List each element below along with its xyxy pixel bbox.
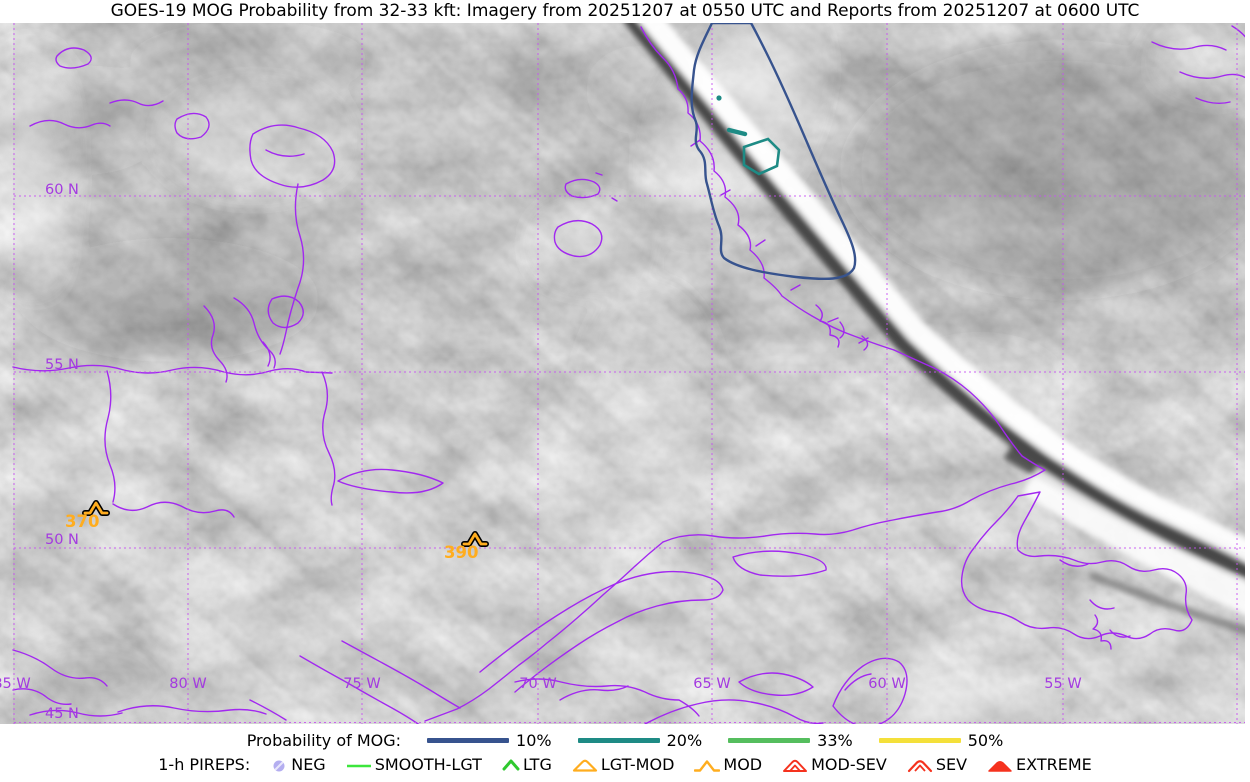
- legend-label-neg: NEG: [291, 755, 326, 774]
- sev-icon: [907, 759, 932, 772]
- satellite-map: 60 N 55 N 50 N 45 N 85 W 80 W 75 W 70 W 65 W 60 W…: [0, 23, 1245, 724]
- legend-label-lgt-mod: LGT-MOD: [600, 755, 675, 774]
- longitude-label: 85 W: [0, 676, 31, 692]
- legend-item-mog-20: 20%: [552, 731, 703, 750]
- contour-10pct-swatch: [427, 738, 510, 743]
- page-title: GOES-19 MOG Probability from 32-33 kft: …: [110, 1, 1140, 21]
- latitude-label: 60 N: [45, 182, 79, 198]
- mog-legend-row: Probability of MOG: 10% 20% 33% 50%: [0, 729, 1250, 752]
- legend-item-lgt-mod: LGT-MOD: [552, 755, 675, 774]
- longitude-label: 60 W: [868, 676, 905, 692]
- contour-33pct-swatch: [728, 738, 811, 743]
- pirep-mod-symbol: [462, 532, 488, 546]
- contour-10pct: [690, 23, 857, 281]
- smooth-lgt-icon: [346, 764, 371, 767]
- legend-label-mod: MOD: [723, 755, 763, 774]
- contour-50pct-swatch: [878, 738, 961, 743]
- pirep-flight-level-label: 390: [444, 543, 478, 562]
- satellite-imagery: [0, 23, 1245, 724]
- legend-item-neg: NEG: [250, 755, 326, 774]
- contour-20pct-fragment: [726, 127, 748, 137]
- longitude-label: 80 W: [169, 676, 206, 692]
- legend-item-mog-50: 50%: [853, 731, 1004, 750]
- legend-label-10pct: 10%: [516, 731, 552, 750]
- lgt-mod-icon: [572, 759, 597, 772]
- cloud-band: [624, 23, 1245, 635]
- latitude-label: 45 N: [45, 706, 79, 722]
- pirep-mod-symbol: [83, 501, 109, 515]
- longitude-label: 55 W: [1044, 676, 1081, 692]
- mod-icon: [694, 759, 721, 772]
- ltg-icon: [502, 759, 520, 770]
- contour-20pct-dot: [716, 95, 722, 101]
- mod-sev-icon: [783, 759, 808, 772]
- legend-label-smooth-lgt: SMOOTH-LGT: [374, 755, 482, 774]
- legend-label-50pct: 50%: [967, 731, 1004, 750]
- legend-label-ltg: LTG: [522, 755, 552, 774]
- pirep-legend-row: 1-h PIREPS: NEG SMOOTH-LGT LTG LGT-M: [0, 753, 1250, 776]
- legend-item-ltg: LTG: [482, 755, 552, 774]
- legend: Probability of MOG: 10% 20% 33% 50% 1-h …: [0, 724, 1250, 782]
- mog-legend-title: Probability of MOG:: [246, 731, 402, 750]
- contour-20pct-swatch: [577, 738, 660, 743]
- legend-item-sev: SEV: [887, 755, 967, 774]
- neg-icon: [273, 760, 285, 771]
- coastlines-layer: [12, 25, 1245, 724]
- legend-label-extreme: EXTREME: [1016, 755, 1092, 774]
- legend-label-mod-sev: MOD-SEV: [811, 755, 887, 774]
- legend-item-mod: MOD: [674, 755, 762, 774]
- legend-label-33pct: 33%: [817, 731, 853, 750]
- contours-layer: [690, 23, 857, 281]
- contour-20pct: [742, 137, 781, 176]
- longitude-label: 65 W: [693, 676, 730, 692]
- extreme-icon: [988, 760, 1012, 772]
- latitude-label: 55 N: [45, 357, 79, 373]
- legend-item-smooth-lgt: SMOOTH-LGT: [326, 755, 482, 774]
- legend-item-mog-10: 10%: [401, 731, 552, 750]
- longitude-label: 70 W: [519, 676, 556, 692]
- pirep-markers-layer: 370 390: [65, 500, 489, 562]
- legend-item-mog-33: 33%: [702, 731, 853, 750]
- legend-label-20pct: 20%: [666, 731, 703, 750]
- latitude-label: 50 N: [45, 532, 79, 548]
- pirep-legend-title: 1-h PIREPS:: [158, 755, 251, 774]
- legend-item-mod-sev: MOD-SEV: [762, 755, 887, 774]
- pirep-flight-level-label: 370: [65, 512, 99, 531]
- graticule-layer: [13, 23, 1245, 724]
- legend-label-sev: SEV: [935, 755, 968, 774]
- graticule-labels: 60 N 55 N 50 N 45 N 85 W 80 W 75 W 70 W 65 W 60 W…: [0, 182, 1082, 722]
- longitude-label: 75 W: [343, 676, 380, 692]
- legend-item-extreme: EXTREME: [967, 755, 1092, 774]
